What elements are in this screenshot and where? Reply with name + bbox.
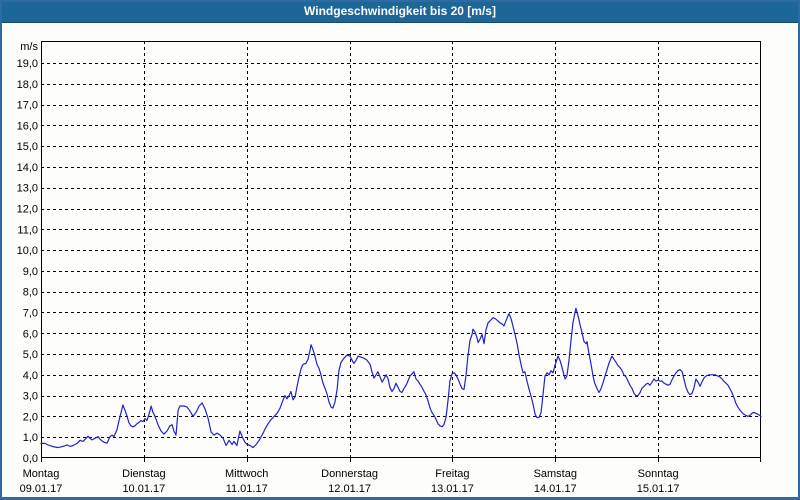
- series-Windgeschwindigkeit: [40, 307, 762, 449]
- svg-text:17,0: 17,0: [17, 100, 38, 112]
- svg-text:12,0: 12,0: [17, 204, 38, 216]
- chart-title: Windgeschwindigkeit bis 20 [m/s]: [304, 4, 496, 18]
- svg-text:10,0: 10,0: [17, 245, 38, 257]
- svg-text:11,0: 11,0: [17, 224, 38, 236]
- svg-text:14,0: 14,0: [17, 162, 38, 174]
- svg-text:19,0: 19,0: [17, 58, 38, 70]
- svg-text:13,0: 13,0: [17, 183, 38, 195]
- svg-text:18,0: 18,0: [17, 79, 38, 91]
- gridlines: [41, 41, 761, 458]
- axes: [41, 41, 761, 462]
- svg-text:9,0: 9,0: [23, 266, 38, 278]
- day-name-label: Freitag: [435, 468, 469, 480]
- svg-text:m/s: m/s: [20, 41, 38, 53]
- y-axis-labels: 0,0 1,0 2,0 3,0 4,0 5,0 6,0 7,0 8,0 9,0 10,0 11,0 12…: [17, 41, 39, 465]
- wind-speed-line: [40, 307, 762, 449]
- day-name-label: Mittwoch: [225, 468, 268, 480]
- svg-text:8,0: 8,0: [23, 287, 38, 299]
- day-date-label: 14.01.17: [534, 483, 577, 495]
- svg-text:5,0: 5,0: [23, 349, 38, 361]
- day-date-label: 15.01.17: [637, 483, 680, 495]
- svg-text:2,0: 2,0: [23, 411, 38, 423]
- svg-text:6,0: 6,0: [23, 328, 38, 340]
- day-name-label: Dienstag: [122, 468, 165, 480]
- day-name-label: Donnerstag: [321, 468, 378, 480]
- day-name-label: Sonntag: [638, 468, 679, 480]
- day-date-label: 11.01.17: [226, 483, 268, 495]
- day-name-label: Samstag: [534, 468, 577, 480]
- svg-text:4,0: 4,0: [23, 370, 38, 382]
- day-date-label: 12.01.17: [328, 483, 371, 495]
- svg-text:1,0: 1,0: [23, 432, 38, 444]
- day-date-label: 13.01.17: [431, 483, 474, 495]
- x-axis-day-labels: Montag 09.01.17 Dienstag 10.01.17 Mittwoch 11…: [20, 468, 680, 495]
- day-name-label: Montag: [23, 468, 60, 480]
- day-date-label: 09.01.17: [20, 483, 63, 495]
- svg-text:3,0: 3,0: [23, 391, 38, 403]
- svg-text:16,0: 16,0: [17, 120, 38, 132]
- day-date-label: 10.01.17: [122, 483, 165, 495]
- title-bar: Windgeschwindigkeit bis 20 [m/s]: [0, 0, 800, 23]
- svg-text:15,0: 15,0: [17, 141, 38, 153]
- svg-text:7,0: 7,0: [23, 307, 38, 319]
- svg-text:0,0: 0,0: [23, 453, 38, 465]
